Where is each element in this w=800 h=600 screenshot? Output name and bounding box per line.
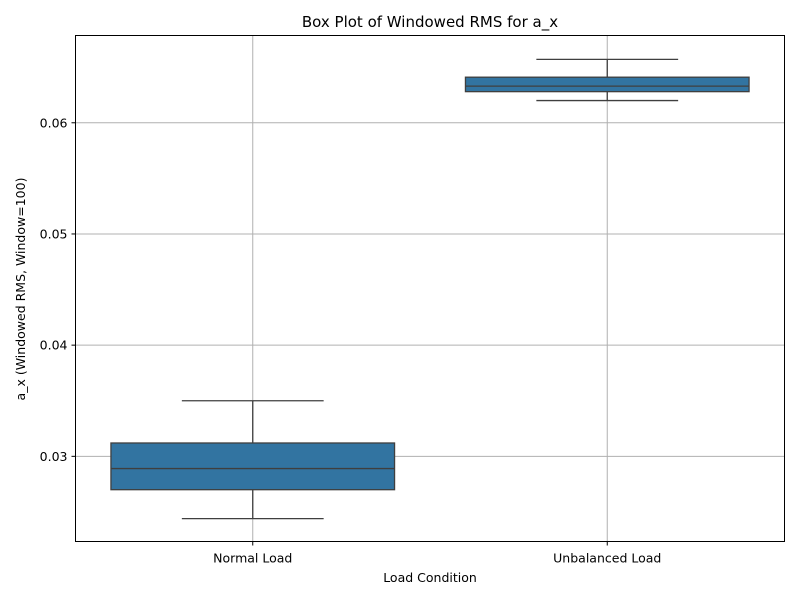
iqr-box	[464, 76, 750, 93]
x-tick-label: Unbalanced Load	[553, 551, 661, 566]
y-tick-label: 0.03	[40, 449, 68, 464]
y-tick-label: 0.05	[40, 226, 68, 241]
x-tick-label: Normal Load	[213, 551, 292, 566]
y-tick-label: 0.06	[40, 115, 68, 130]
tick-layer: 0.03 0.04 0.05 0.06 Normal Load Unbalanced Lo…	[40, 115, 662, 565]
y-tick-label: 0.04	[40, 338, 68, 353]
box-layer	[110, 58, 750, 520]
chart-title: Box Plot of Windowed RMS for a_x	[302, 13, 558, 32]
iqr-box	[110, 442, 396, 491]
plot-frame	[75, 35, 785, 542]
x-axis-label: Load Condition	[383, 570, 477, 585]
box-unbalanced-load	[464, 58, 750, 102]
box-normal-load	[110, 400, 396, 520]
y-axis-label: a_x (Windowed RMS, Window=100)	[13, 178, 28, 401]
